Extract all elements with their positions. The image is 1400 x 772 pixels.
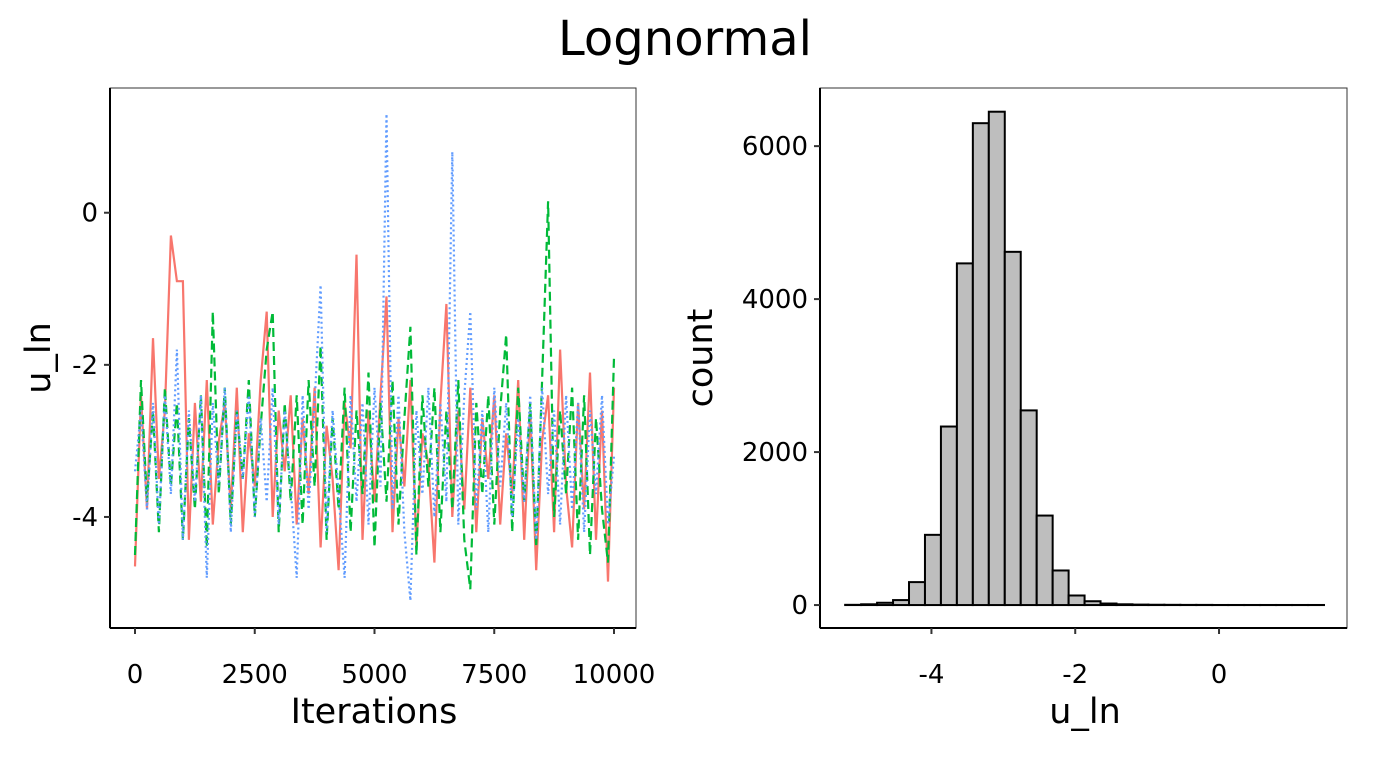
y-tick-label: 2000 [742, 438, 808, 468]
histogram-bar [941, 427, 957, 606]
trace-y-axis-title: u_ln [19, 322, 59, 394]
histogram-bar [861, 604, 877, 605]
x-tick-label: 0 [127, 660, 144, 690]
x-tick-label: 7500 [461, 660, 527, 690]
x-tick-label: -2 [1062, 660, 1088, 690]
histogram-bar [877, 603, 893, 605]
histogram-bar [909, 582, 925, 605]
y-tick-label: 4000 [742, 285, 808, 315]
y-tick-label: 0 [791, 591, 808, 621]
x-tick-label: 0 [1211, 660, 1228, 690]
histogram-bar [973, 123, 989, 605]
trace-panel: 0 2500 5000 7500 10000 0 -2 -4 Iterations u_ln [19, 88, 655, 732]
trace-x-axis-title: Iterations [291, 692, 458, 732]
hist-y-ticks: 0 2000 4000 6000 [742, 132, 820, 621]
hist-y-axis-title: count [681, 309, 721, 408]
y-tick-label: -4 [72, 503, 98, 533]
histogram-bar [925, 535, 941, 605]
x-tick-label: 10000 [573, 660, 656, 690]
y-tick-label: -2 [72, 351, 98, 381]
histogram-bar [1101, 604, 1117, 606]
y-tick-label: 0 [81, 199, 98, 229]
histogram-plot-area [820, 88, 1347, 628]
histogram-bar [1053, 570, 1069, 605]
trace-x-ticks: 0 2500 5000 7500 10000 [127, 628, 656, 690]
trace-y-ticks: 0 -2 -4 [72, 199, 110, 533]
histogram-bar [1005, 252, 1021, 605]
x-tick-label: 2500 [222, 660, 288, 690]
histogram-bar [893, 600, 909, 605]
histogram-bar [1117, 604, 1133, 605]
trace-plot-area [110, 88, 636, 628]
y-tick-label: 6000 [742, 132, 808, 162]
x-tick-label: 5000 [341, 660, 407, 690]
x-tick-label: -4 [918, 660, 944, 690]
histogram-bar [957, 263, 973, 605]
hist-x-axis-title: u_ln [1049, 692, 1121, 732]
histogram-bar [989, 112, 1005, 605]
histogram-bar [1069, 595, 1085, 605]
figure-title: Lognormal [558, 11, 812, 67]
histogram-panel: -4 -2 0 0 2000 4000 6000 u_ln count [681, 88, 1347, 732]
histogram-bar [1085, 601, 1101, 605]
histogram-bar [1021, 410, 1037, 605]
histogram-bar [1037, 516, 1053, 605]
hist-x-ticks: -4 -2 0 [918, 628, 1227, 690]
